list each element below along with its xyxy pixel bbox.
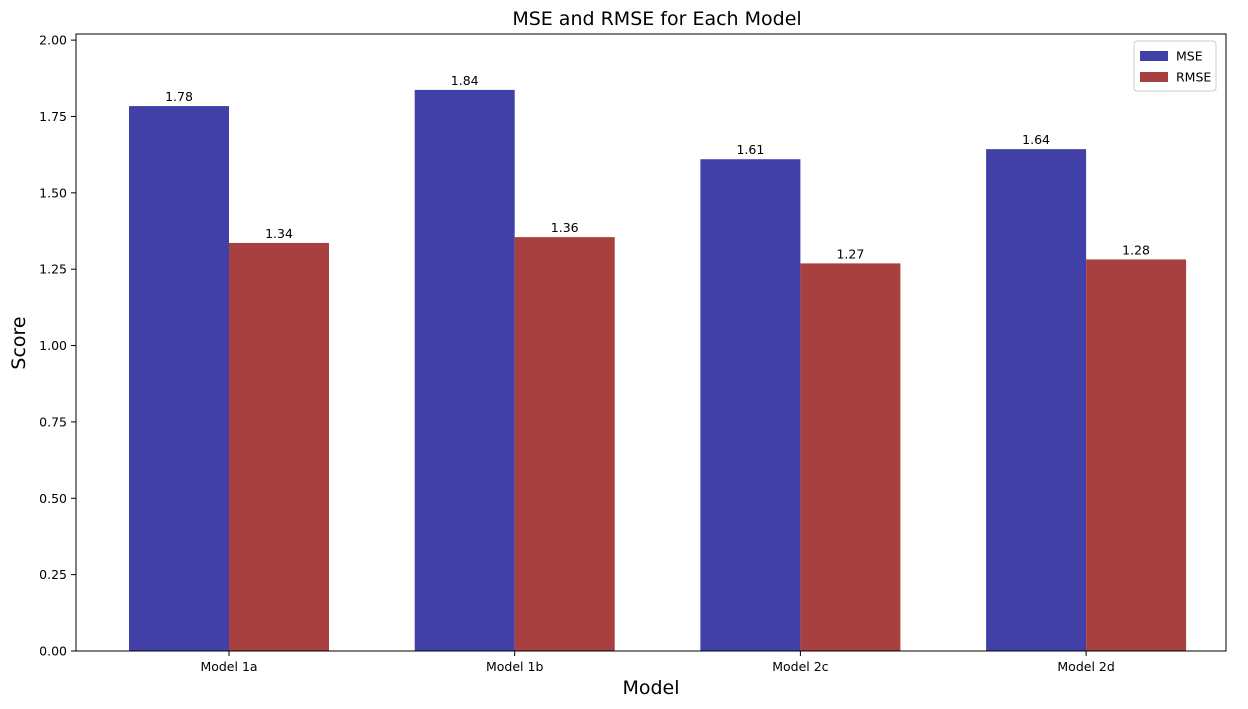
x-tick-label: Model 2c xyxy=(772,659,828,674)
data-label-mse-2: 1.84 xyxy=(451,73,479,88)
data-label-rmse-1: 1.34 xyxy=(265,226,293,241)
bar-mse-1 xyxy=(129,106,229,652)
y-tick-label: 1.00 xyxy=(39,338,67,353)
bar-mse-3 xyxy=(700,159,801,651)
data-labels-group: 1.78 1.34 1.84 1.36 1.61 1.27 1.64 1.28 xyxy=(165,73,1150,261)
x-axis-label: Model xyxy=(622,677,679,699)
bar-rmse-2 xyxy=(514,237,615,652)
y-tick-label: 1.50 xyxy=(39,185,67,200)
x-tick-label: Model 2d xyxy=(1057,659,1114,674)
bar-rmse-4 xyxy=(1086,259,1187,651)
x-tick-label: Model 1b xyxy=(486,659,543,674)
y-tick-label: 0.00 xyxy=(39,644,67,659)
bar-rmse-3 xyxy=(800,263,901,651)
y-tick-label: 1.25 xyxy=(39,262,67,277)
y-tick-label: 1.75 xyxy=(39,109,67,124)
data-label-mse-4: 1.64 xyxy=(1022,132,1050,147)
bar-rmse-1 xyxy=(229,242,329,652)
chart-title: MSE and RMSE for Each Model xyxy=(512,8,801,30)
y-tick-label: 0.50 xyxy=(39,491,67,506)
bar-mse-4 xyxy=(986,149,1087,652)
data-label-mse-1: 1.78 xyxy=(165,89,193,104)
plot-frame xyxy=(75,33,1227,652)
legend-swatch-rmse xyxy=(1140,72,1168,82)
y-axis-label: Score xyxy=(8,316,30,369)
legend-swatch-mse xyxy=(1140,51,1168,61)
legend-label-mse: MSE xyxy=(1176,49,1203,64)
data-label-rmse-4: 1.28 xyxy=(1122,242,1150,257)
x-tick-label: Model 1a xyxy=(200,659,257,674)
data-label-mse-3: 1.61 xyxy=(736,142,764,157)
legend-label-rmse: RMSE xyxy=(1176,70,1211,85)
y-tick-label: 2.00 xyxy=(39,33,67,48)
data-label-rmse-3: 1.27 xyxy=(836,246,864,261)
data-label-rmse-2: 1.36 xyxy=(551,220,579,235)
bar-mse-2 xyxy=(414,89,515,651)
legend: MSE RMSE xyxy=(1133,40,1217,92)
y-tick-label: 0.25 xyxy=(39,567,67,582)
y-axis: 0.00 0.25 0.50 0.75 1.00 1.25 1.50 1.75 2.00 xyxy=(39,33,76,659)
x-axis: Model 1a Model 1b Model 2c Model 2d xyxy=(200,651,1115,674)
y-tick-label: 0.75 xyxy=(39,414,67,429)
bars-group xyxy=(129,89,1187,652)
